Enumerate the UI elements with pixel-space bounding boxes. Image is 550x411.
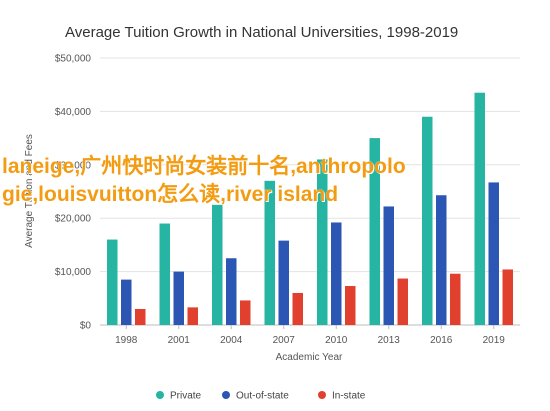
bar-in-state-2007 <box>292 292 303 325</box>
x-tick-label: 1998 <box>115 335 138 346</box>
x-tick-label: 2016 <box>430 335 453 346</box>
bar-out-of-state-2016 <box>436 195 447 325</box>
x-tick-label: 2001 <box>168 335 191 346</box>
bar-in-state-1998 <box>135 308 146 325</box>
bar-in-state-2019 <box>502 269 513 325</box>
y-tick-label: $30,000 <box>55 160 92 171</box>
legend-marker-private <box>156 391 164 399</box>
legend-marker-out-of-state <box>222 391 230 399</box>
bar-private-2016 <box>422 116 433 326</box>
y-tick-label: $10,000 <box>55 267 92 278</box>
x-axis-label: Academic Year <box>276 352 343 363</box>
y-tick-label: $50,000 <box>55 54 92 65</box>
x-tick-label: 2019 <box>483 335 506 346</box>
x-tick-label: 2010 <box>325 335 348 346</box>
y-axis-label: Average Tuition and Fees <box>24 134 35 248</box>
bar-out-of-state-2010 <box>331 222 342 325</box>
y-axis-ticks: $0 $10,000 $20,000 $30,000 $40,000 $50,000 <box>55 54 92 332</box>
bar-in-state-2004 <box>240 300 251 325</box>
bar-out-of-state-2013 <box>383 206 394 325</box>
legend: Private Out-of-state In-state <box>156 391 366 402</box>
bar-in-state-2001 <box>187 307 198 325</box>
bar-out-of-state-2007 <box>278 240 289 325</box>
bar-out-of-state-2004 <box>226 258 237 325</box>
x-axis-ticks: 1998 2001 2004 2007 2010 2013 2016 2019 <box>115 325 505 346</box>
bar-private-2010 <box>317 159 328 325</box>
y-tick-label: $20,000 <box>55 214 92 225</box>
legend-label: Out-of-state <box>236 391 289 402</box>
legend-label: In-state <box>332 391 366 402</box>
x-tick-label: 2004 <box>220 335 243 346</box>
bar-private-2004 <box>212 204 223 325</box>
bar-private-2001 <box>159 223 170 325</box>
legend-label: Private <box>170 391 202 402</box>
x-tick-label: 2007 <box>273 335 296 346</box>
legend-marker-in-state <box>318 391 326 399</box>
bar-out-of-state-1998 <box>121 279 132 325</box>
bar-in-state-2013 <box>397 278 408 325</box>
bar-private-1998 <box>107 239 118 325</box>
bar-out-of-state-2019 <box>488 182 499 325</box>
bar-out-of-state-2001 <box>173 271 184 325</box>
bar-private-2007 <box>264 180 275 325</box>
bar-in-state-2010 <box>345 286 356 325</box>
overlay-text: laneige,广州快时尚女装前十名,anthropologie,louisvu… <box>2 155 406 206</box>
y-tick-label: $0 <box>80 321 92 332</box>
bar-private-2013 <box>369 138 380 325</box>
bar-private-2019 <box>474 92 485 326</box>
bars <box>107 92 513 326</box>
bar-in-state-2016 <box>450 273 461 325</box>
chart-title: Average Tuition Growth in National Unive… <box>65 24 458 41</box>
x-tick-label: 2013 <box>378 335 401 346</box>
y-tick-label: $40,000 <box>55 107 92 118</box>
